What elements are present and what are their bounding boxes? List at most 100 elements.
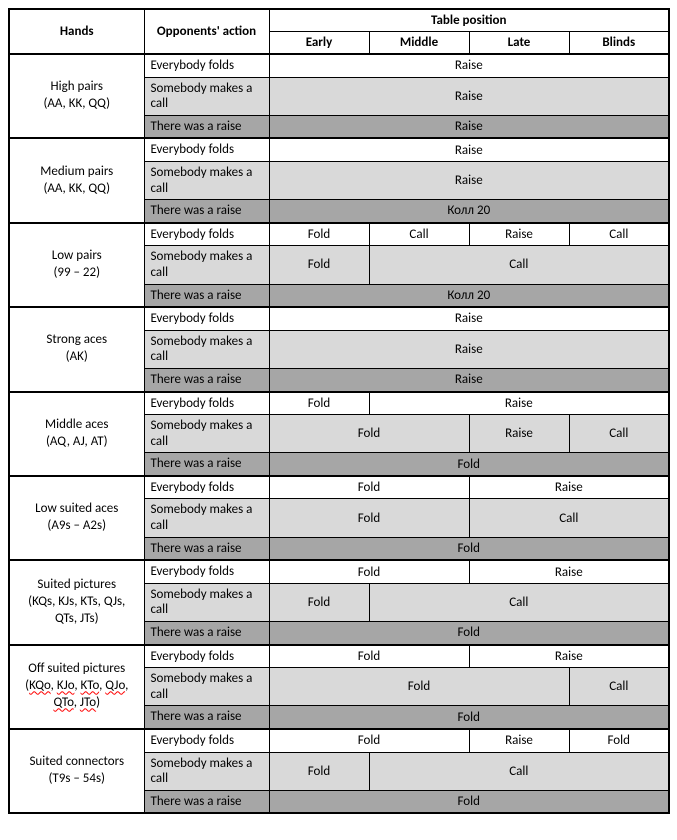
- action-cell: There was a raise: [144, 284, 269, 307]
- result-cell: Raise: [269, 77, 669, 115]
- action-cell: Everybody folds: [144, 223, 269, 246]
- result-cell: Fold: [569, 729, 669, 752]
- action-cell: There was a raise: [144, 706, 269, 729]
- result-cell: Raise: [269, 330, 669, 368]
- hand-suited-connectors: Suited connectors (T9s – 54s): [9, 729, 144, 813]
- result-cell: Call: [469, 499, 669, 537]
- action-cell: Everybody folds: [144, 476, 269, 499]
- header-late: Late: [469, 32, 569, 55]
- hand-range: (T9s – 54s): [48, 771, 105, 786]
- action-cell: Somebody makes a call: [144, 583, 269, 621]
- header-blinds: Blinds: [569, 32, 669, 55]
- hand-label: Middle aces: [45, 417, 108, 432]
- action-cell: Somebody makes a call: [144, 415, 269, 453]
- result-cell: Колл 20: [269, 200, 669, 223]
- result-cell: Raise: [469, 415, 569, 453]
- hand-label: Medium pairs: [40, 164, 113, 179]
- action-cell: Everybody folds: [144, 729, 269, 752]
- result-cell: Raise: [269, 368, 669, 391]
- result-cell: Raise: [269, 54, 669, 77]
- action-cell: Everybody folds: [144, 307, 269, 330]
- hand-range: (AQ, AJ, AT): [46, 434, 108, 449]
- result-cell: Fold: [269, 537, 669, 560]
- action-cell: There was a raise: [144, 537, 269, 560]
- hand-middle-aces: Middle aces (AQ, AJ, AT): [9, 392, 144, 476]
- hand-range: (AK): [66, 349, 88, 364]
- result-cell: Колл 20: [269, 284, 669, 307]
- result-cell: Fold: [269, 645, 469, 668]
- hand-range: (AA, KK, QQ): [43, 181, 110, 196]
- action-cell: Somebody makes a call: [144, 161, 269, 199]
- result-cell: Raise: [469, 645, 669, 668]
- result-cell: Raise: [469, 476, 669, 499]
- result-cell: Fold: [269, 706, 669, 729]
- result-cell: Raise: [269, 307, 669, 330]
- action-cell: There was a raise: [144, 453, 269, 476]
- result-cell: Fold: [269, 560, 469, 583]
- result-cell: Call: [569, 223, 669, 246]
- result-cell: Fold: [269, 583, 369, 621]
- hand-medium-pairs: Medium pairs (AA, KK, QQ): [9, 138, 144, 222]
- action-cell: Everybody folds: [144, 560, 269, 583]
- hand-label: Low suited aces: [35, 501, 118, 516]
- hand-range: (A9s – A2s): [47, 518, 106, 533]
- result-cell: Call: [569, 668, 669, 706]
- result-cell: Raise: [269, 161, 669, 199]
- action-cell: There was a raise: [144, 200, 269, 223]
- result-cell: Fold: [269, 499, 469, 537]
- header-opponents-action: Opponents' action: [144, 9, 269, 54]
- hand-range: (99 – 22): [53, 265, 100, 280]
- action-cell: Somebody makes a call: [144, 752, 269, 790]
- hand-low-pairs: Low pairs (99 – 22): [9, 223, 144, 307]
- action-cell: Everybody folds: [144, 54, 269, 77]
- header-middle: Middle: [369, 32, 469, 55]
- action-cell: There was a raise: [144, 790, 269, 813]
- result-cell: Raise: [469, 729, 569, 752]
- result-cell: Fold: [269, 246, 369, 284]
- result-cell: Call: [569, 415, 669, 453]
- result-cell: Raise: [369, 392, 669, 415]
- header-table-position: Table position: [269, 9, 669, 32]
- hand-range: (KQo, KJo, KTo, QJo, QTo, JTo): [25, 678, 128, 710]
- action-cell: There was a raise: [144, 368, 269, 391]
- result-cell: Raise: [269, 138, 669, 161]
- hand-label: Suited connectors: [29, 754, 124, 769]
- poker-hands-table: Hands Opponents' action Table position E…: [8, 8, 670, 814]
- action-cell: Somebody makes a call: [144, 330, 269, 368]
- result-cell: Call: [369, 223, 469, 246]
- result-cell: Call: [369, 246, 669, 284]
- result-cell: Call: [369, 583, 669, 621]
- result-cell: Fold: [269, 790, 669, 813]
- result-cell: Fold: [269, 729, 469, 752]
- hand-low-suited-aces: Low suited aces (A9s – A2s): [9, 476, 144, 560]
- result-cell: Call: [369, 752, 669, 790]
- result-cell: Fold: [269, 668, 569, 706]
- action-cell: Somebody makes a call: [144, 668, 269, 706]
- result-cell: Raise: [469, 560, 669, 583]
- result-cell: Fold: [269, 415, 469, 453]
- hand-label: Strong aces: [46, 332, 107, 347]
- result-cell: Fold: [269, 476, 469, 499]
- action-cell: There was a raise: [144, 622, 269, 645]
- hand-label: Suited pictures: [37, 577, 116, 592]
- action-cell: Everybody folds: [144, 392, 269, 415]
- hand-label: Off suited pictures: [28, 661, 125, 676]
- header-early: Early: [269, 32, 369, 55]
- result-cell: Fold: [269, 223, 369, 246]
- hand-strong-aces: Strong aces (AK): [9, 307, 144, 391]
- hand-range: (AA, KK, QQ): [43, 96, 110, 111]
- action-cell: Everybody folds: [144, 138, 269, 161]
- hand-high-pairs: High pairs (AA, KK, QQ): [9, 54, 144, 138]
- hand-suited-pictures: Suited pictures (KQs, KJs, KTs, QJs, QTs…: [9, 560, 144, 644]
- action-cell: Somebody makes a call: [144, 499, 269, 537]
- result-cell: Fold: [269, 622, 669, 645]
- hand-label: High pairs: [51, 79, 103, 94]
- hand-range: (KQs, KJs, KTs, QJs, QTs, JTs): [28, 594, 125, 626]
- action-cell: Everybody folds: [144, 645, 269, 668]
- hand-off-suited-pictures: Off suited pictures (KQo, KJo, KTo, QJo,…: [9, 645, 144, 729]
- action-cell: There was a raise: [144, 115, 269, 138]
- result-cell: Fold: [269, 392, 369, 415]
- header-hands: Hands: [9, 9, 144, 54]
- action-cell: Somebody makes a call: [144, 77, 269, 115]
- result-cell: Fold: [269, 453, 669, 476]
